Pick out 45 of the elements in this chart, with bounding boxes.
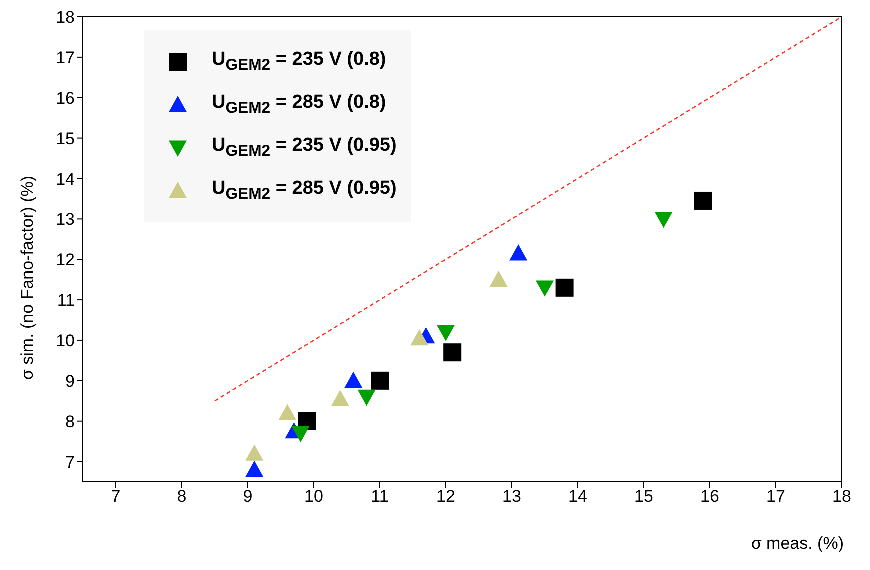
y-tick-label: 11: [57, 291, 75, 310]
x-tick-label: 14: [568, 487, 588, 506]
point: [344, 372, 363, 388]
point: [654, 212, 673, 228]
y-axis-title: σ sim. (no Fano-factor) (%): [18, 176, 38, 380]
x-tick-label: 16: [700, 487, 720, 506]
x-tick-label: 10: [304, 487, 324, 506]
x-tick-label: 15: [634, 487, 654, 506]
x-tick-label: 11: [371, 487, 389, 506]
x-tick-label: 13: [502, 487, 522, 506]
y-tick-label: 18: [56, 8, 75, 28]
legend-label: U$_{GEM2}$ = 235 V (0.8): [212, 48, 386, 74]
x-tick-label: 17: [766, 487, 786, 506]
point: [246, 460, 264, 478]
point: [510, 244, 528, 261]
legend-label: U$_{GEM2}$ = 285 V (0.95): [212, 178, 397, 204]
point: [371, 372, 389, 390]
point: [410, 329, 429, 346]
legend-label: U$_{GEM2}$ = 235 V (0.95): [212, 134, 397, 160]
y-tick-label: 15: [56, 129, 75, 148]
y-tick-label: 17: [56, 48, 75, 68]
x-tick-label: 7: [111, 487, 121, 506]
y-tick-label: 13: [56, 210, 75, 230]
y-tick-label: 7: [66, 452, 75, 472]
point: [444, 344, 462, 362]
x-tick-label: 8: [177, 487, 187, 506]
point: [437, 325, 455, 342]
y-tick-label: 8: [66, 412, 75, 432]
point: [278, 404, 297, 420]
x-tick-label: 18: [832, 487, 852, 506]
y-tick-label: 14: [56, 170, 75, 189]
x-tick-label: 9: [243, 487, 253, 506]
point: [536, 280, 554, 297]
point: [556, 278, 574, 297]
point: [246, 444, 264, 461]
y-tick-label: 16: [56, 88, 75, 108]
point: [694, 192, 712, 210]
y-tick-label: 12: [56, 250, 75, 270]
y-tick-label: 9: [66, 372, 75, 391]
point: [331, 390, 350, 406]
x-tick-label: 12: [436, 487, 456, 506]
x-axis-title: σ meas. (%): [751, 534, 844, 554]
legend-label: U$_{GEM2}$ = 285 V (0.8): [212, 92, 386, 118]
y-tick-label: 10: [56, 332, 75, 351]
point: [490, 270, 508, 288]
